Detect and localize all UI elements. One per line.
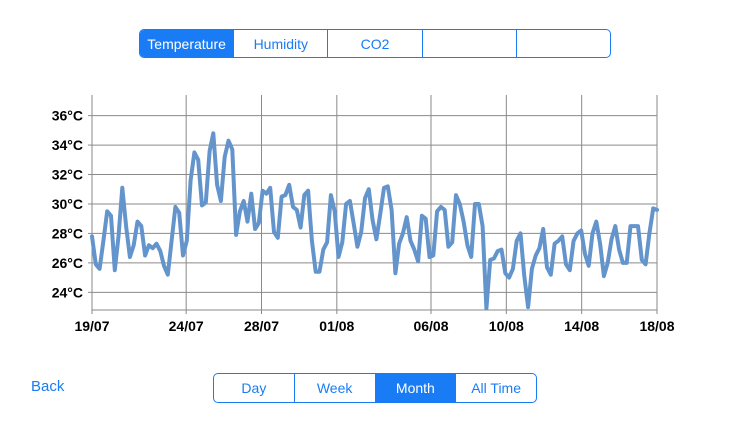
time-range-segmented-control: Day Week Month All Time — [213, 373, 537, 403]
y-tick-label: 34°C — [52, 137, 83, 153]
x-tick-label: 19/07 — [74, 318, 109, 334]
y-tick-label: 24°C — [52, 284, 83, 300]
y-axis-labels: 24°C 26°C 28°C 30°C 32°C 34°C 36°C — [52, 108, 83, 301]
y-tick-label: 26°C — [52, 255, 83, 271]
x-tick-label: 06/08 — [413, 318, 448, 334]
tab-temperature[interactable]: Temperature — [140, 30, 235, 57]
y-tick-label: 32°C — [52, 167, 83, 183]
back-button[interactable]: Back — [31, 378, 65, 395]
x-tick-label: 10/08 — [489, 318, 524, 334]
tab-humidity[interactable]: Humidity — [234, 30, 329, 57]
x-axis-labels: 19/07 24/07 28/07 01/08 06/08 10/08 14/08 18/08 — [74, 318, 674, 334]
series-layer — [90, 131, 659, 311]
range-tab-day[interactable]: Day — [214, 374, 295, 402]
y-tick-label: 28°C — [52, 225, 83, 241]
range-tab-month[interactable]: Month — [375, 374, 457, 402]
temperature-series-line — [90, 131, 659, 311]
x-tick-label: 28/07 — [244, 318, 279, 334]
range-tab-week[interactable]: Week — [295, 374, 376, 402]
range-tab-all-time[interactable]: All Time — [471, 380, 522, 396]
x-tick-label: 18/08 — [639, 318, 674, 334]
x-tick-label: 14/08 — [564, 318, 599, 334]
x-tick-label: 01/08 — [319, 318, 354, 334]
tab-co2[interactable]: CO2 — [328, 30, 423, 57]
metric-segmented-control: Temperature Humidity CO2 — [139, 29, 611, 58]
y-tick-label: 30°C — [52, 196, 83, 212]
plot-area — [92, 95, 657, 310]
tab-empty-3[interactable] — [423, 30, 517, 57]
y-tick-label: 36°C — [52, 108, 83, 124]
x-tick-label: 24/07 — [169, 318, 204, 334]
